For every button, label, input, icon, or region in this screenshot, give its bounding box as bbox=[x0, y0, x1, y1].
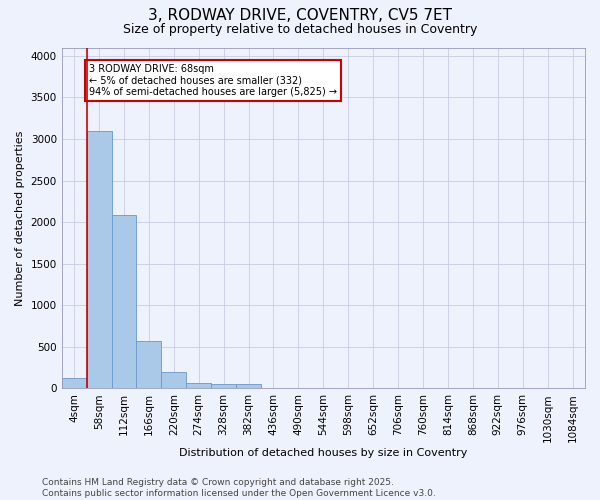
Bar bbox=[62, 378, 86, 388]
Text: 3 RODWAY DRIVE: 68sqm
← 5% of detached houses are smaller (332)
94% of semi-deta: 3 RODWAY DRIVE: 68sqm ← 5% of detached h… bbox=[89, 64, 337, 98]
Y-axis label: Number of detached properties: Number of detached properties bbox=[15, 130, 25, 306]
Bar bbox=[136, 340, 161, 388]
X-axis label: Distribution of detached houses by size in Coventry: Distribution of detached houses by size … bbox=[179, 448, 467, 458]
Bar bbox=[211, 384, 236, 388]
Bar bbox=[112, 214, 136, 388]
Bar bbox=[161, 372, 186, 388]
Text: Contains HM Land Registry data © Crown copyright and database right 2025.
Contai: Contains HM Land Registry data © Crown c… bbox=[42, 478, 436, 498]
Bar bbox=[236, 384, 261, 388]
Bar bbox=[186, 382, 211, 388]
Text: 3, RODWAY DRIVE, COVENTRY, CV5 7ET: 3, RODWAY DRIVE, COVENTRY, CV5 7ET bbox=[148, 8, 452, 22]
Bar bbox=[86, 130, 112, 388]
Text: Size of property relative to detached houses in Coventry: Size of property relative to detached ho… bbox=[123, 22, 477, 36]
